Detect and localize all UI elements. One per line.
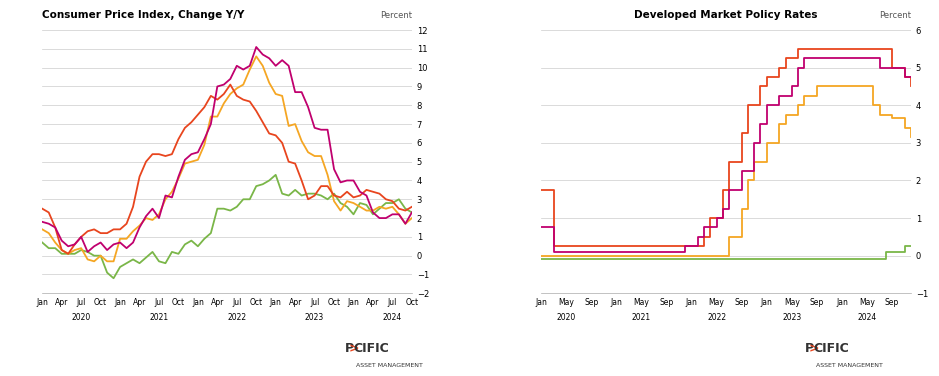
Text: Developed Market Policy Rates: Developed Market Policy Rates — [634, 9, 818, 20]
Text: Percent: Percent — [879, 11, 911, 20]
Text: Consumer Price Index, Change Y/Y: Consumer Price Index, Change Y/Y — [42, 9, 245, 20]
Legend: Japan, Euro Area, United States, United Kingdom: Japan, Euro Area, United States, United … — [46, 374, 301, 376]
Text: 2021: 2021 — [632, 313, 651, 322]
Legend: Bank of Japan, ECB, Federal Reserve, Bank of England: Bank of Japan, ECB, Federal Reserve, Ban… — [545, 374, 820, 376]
Text: 2021: 2021 — [149, 313, 168, 322]
Text: 2020: 2020 — [557, 313, 576, 322]
Text: 2022: 2022 — [707, 313, 726, 322]
Text: 2022: 2022 — [227, 313, 246, 322]
Text: Percent: Percent — [380, 11, 412, 20]
Text: 2023: 2023 — [782, 313, 801, 322]
Text: 2024: 2024 — [383, 313, 402, 322]
Text: P: P — [345, 343, 354, 355]
Text: 2023: 2023 — [305, 313, 324, 322]
Text: 2024: 2024 — [857, 313, 877, 322]
Text: ASSET MANAGEMENT: ASSET MANAGEMENT — [356, 363, 423, 368]
Text: CIFIC: CIFIC — [814, 343, 850, 355]
Text: ASSET MANAGEMENT: ASSET MANAGEMENT — [816, 363, 884, 368]
Text: 2020: 2020 — [71, 313, 91, 322]
Text: >: > — [348, 343, 359, 355]
Text: >: > — [808, 343, 819, 355]
Text: CIFIC: CIFIC — [354, 343, 390, 355]
Text: P: P — [805, 343, 814, 355]
